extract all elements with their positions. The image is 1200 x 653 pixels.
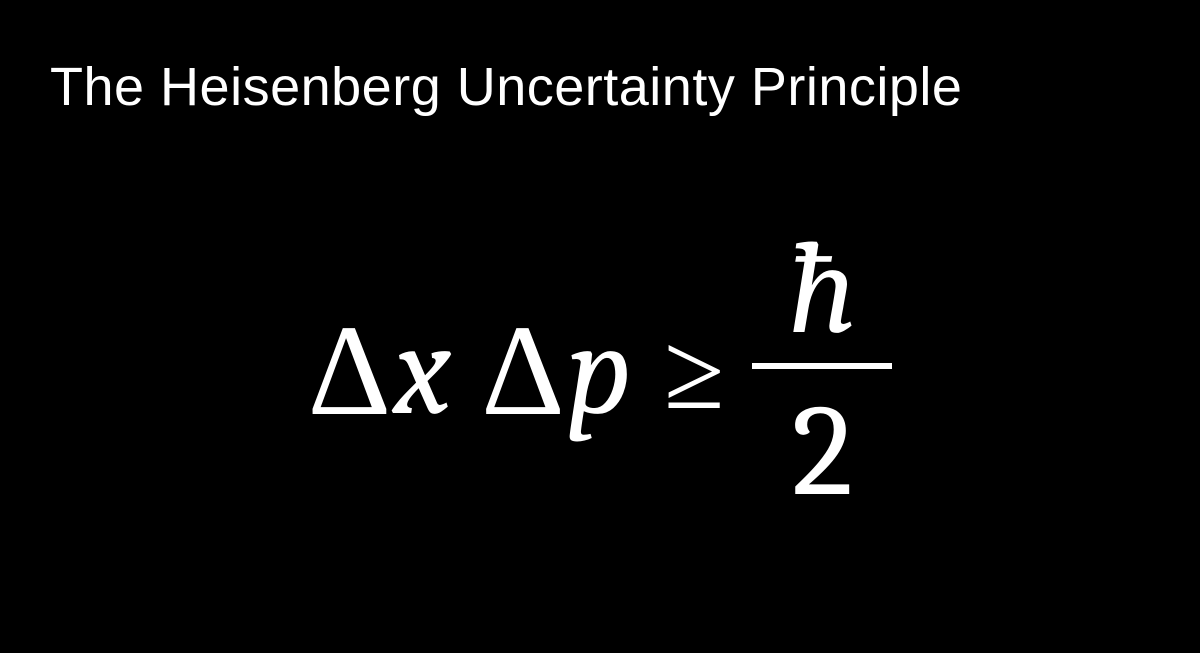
momentum-variable: p [567, 296, 632, 446]
delta-x-term: Δ x [308, 296, 452, 447]
delta-p-term: Δ p [481, 296, 632, 447]
fraction-numerator: ħ [788, 225, 857, 363]
slide-title: The Heisenberg Uncertainty Principle [50, 56, 962, 118]
greater-equal-symbol: ≥ [664, 308, 724, 435]
position-variable: x [393, 296, 451, 446]
delta-symbol-1: Δ [308, 296, 392, 447]
delta-symbol-2: Δ [481, 296, 565, 447]
fraction-denominator: 2 [792, 369, 853, 517]
hbar-over-2-fraction: ħ 2 [752, 225, 892, 517]
uncertainty-equation: Δ x Δ p ≥ ħ 2 [0, 225, 1200, 517]
